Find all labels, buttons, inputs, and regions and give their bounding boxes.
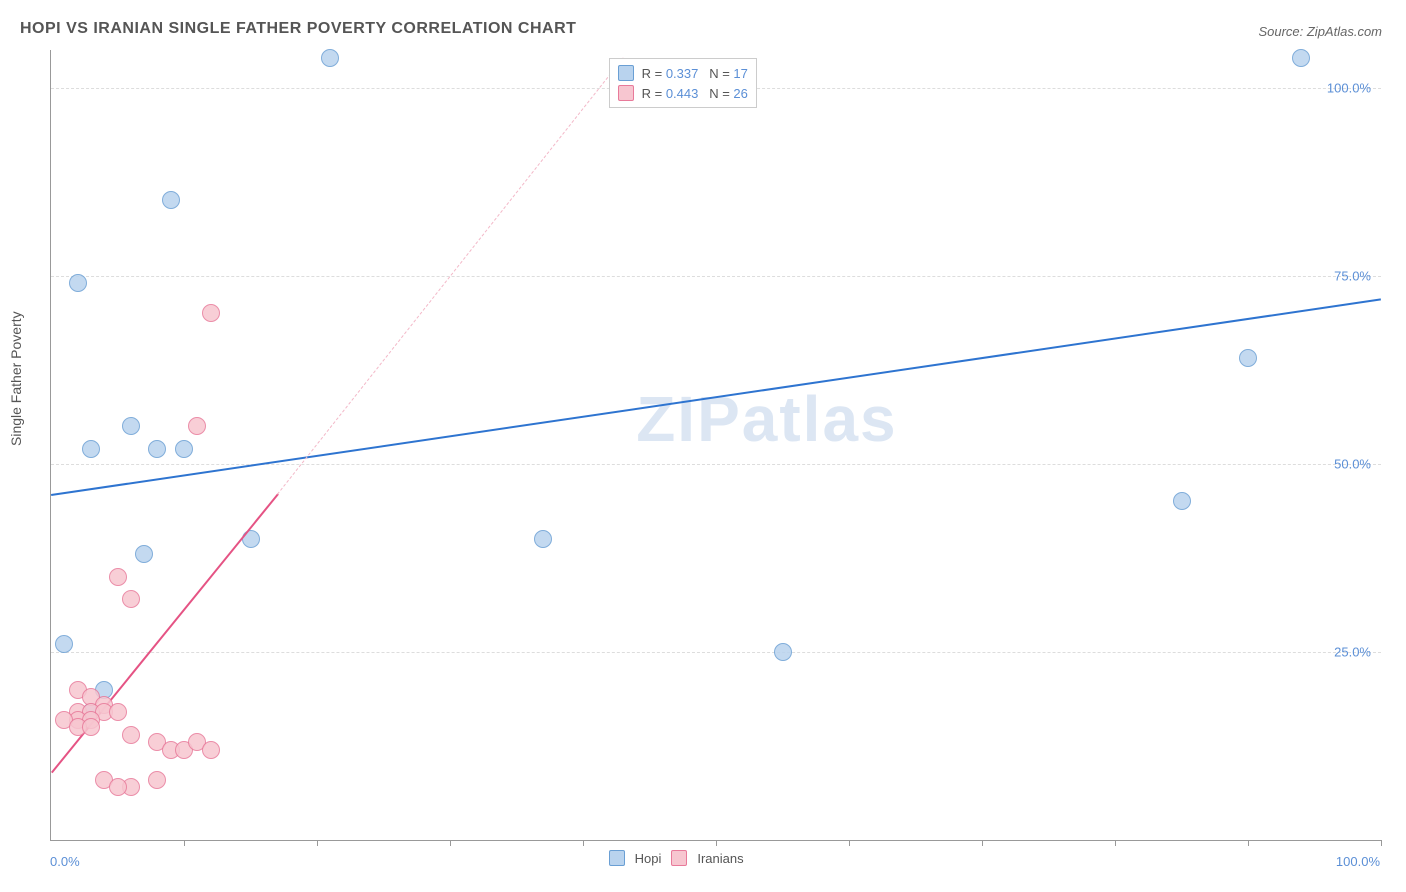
legend-label: Iranians bbox=[697, 851, 743, 866]
y-tick-label: 100.0% bbox=[1327, 80, 1371, 95]
y-tick-label: 25.0% bbox=[1334, 644, 1371, 659]
data-point bbox=[148, 771, 166, 789]
correlation-legend: R = 0.337 N = 17 R = 0.443 N = 26 bbox=[609, 58, 757, 108]
data-point bbox=[202, 304, 220, 322]
data-point bbox=[162, 191, 180, 209]
data-point bbox=[534, 530, 552, 548]
data-point bbox=[122, 590, 140, 608]
data-point bbox=[202, 741, 220, 759]
data-point bbox=[122, 726, 140, 744]
x-tick-label-min: 0.0% bbox=[50, 854, 80, 869]
legend-swatch bbox=[618, 65, 634, 81]
source-label: Source: ZipAtlas.com bbox=[1258, 24, 1382, 39]
x-tick-mark bbox=[184, 840, 185, 846]
legend-row: R = 0.443 N = 26 bbox=[618, 83, 748, 103]
legend-stat: R = 0.337 N = 17 bbox=[642, 66, 748, 81]
x-tick-mark bbox=[450, 840, 451, 846]
data-point bbox=[1292, 49, 1310, 67]
data-point bbox=[109, 568, 127, 586]
data-point bbox=[82, 440, 100, 458]
y-tick-label: 50.0% bbox=[1334, 456, 1371, 471]
data-point bbox=[321, 49, 339, 67]
watermark: ZIPatlas bbox=[636, 382, 897, 456]
x-tick-mark bbox=[583, 840, 584, 846]
legend-row: R = 0.337 N = 17 bbox=[618, 63, 748, 83]
gridline bbox=[51, 276, 1381, 277]
legend-stat: R = 0.443 N = 26 bbox=[642, 86, 748, 101]
x-tick-mark bbox=[716, 840, 717, 846]
legend-swatch bbox=[609, 850, 625, 866]
data-point bbox=[1173, 492, 1191, 510]
series-legend: Hopi Iranians bbox=[609, 850, 744, 866]
data-point bbox=[55, 635, 73, 653]
x-tick-mark bbox=[982, 840, 983, 846]
y-tick-label: 75.0% bbox=[1334, 268, 1371, 283]
data-point bbox=[135, 545, 153, 563]
x-tick-mark bbox=[317, 840, 318, 846]
plot-area: ZIPatlas 25.0% 50.0% 75.0% 100.0% bbox=[50, 50, 1381, 841]
x-tick-mark bbox=[1115, 840, 1116, 846]
legend-label: Hopi bbox=[635, 851, 662, 866]
data-point bbox=[109, 703, 127, 721]
legend-swatch bbox=[618, 85, 634, 101]
data-point bbox=[122, 417, 140, 435]
x-tick-mark bbox=[849, 840, 850, 846]
y-axis-label: Single Father Poverty bbox=[8, 311, 24, 446]
trend-line bbox=[51, 298, 1381, 496]
data-point bbox=[109, 778, 127, 796]
data-point bbox=[69, 274, 87, 292]
data-point bbox=[188, 417, 206, 435]
x-tick-mark bbox=[1248, 840, 1249, 846]
data-point bbox=[774, 643, 792, 661]
data-point bbox=[82, 718, 100, 736]
data-point bbox=[148, 440, 166, 458]
gridline bbox=[51, 652, 1381, 653]
data-point bbox=[175, 440, 193, 458]
x-tick-mark bbox=[1381, 840, 1382, 846]
legend-swatch bbox=[671, 850, 687, 866]
x-tick-label-max: 100.0% bbox=[1336, 854, 1380, 869]
data-point bbox=[1239, 349, 1257, 367]
chart-title: HOPI VS IRANIAN SINGLE FATHER POVERTY CO… bbox=[20, 20, 576, 38]
